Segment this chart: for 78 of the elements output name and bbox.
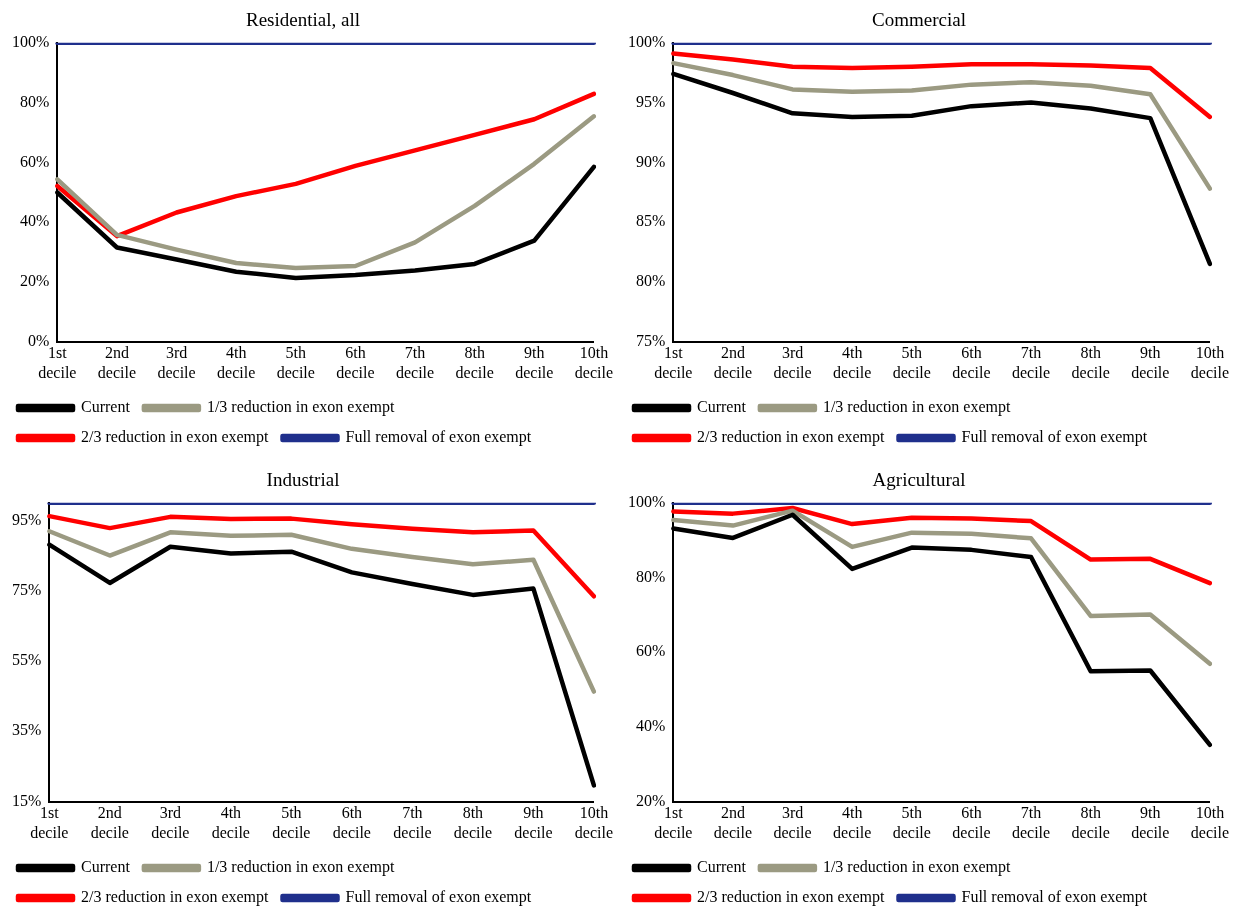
legend-label: 1/3 reduction in exon exempt	[206, 398, 395, 417]
x-tick-label: 3rd decile	[773, 344, 812, 381]
x-tick-label: 4th decile	[211, 804, 250, 841]
legend-label: Full removal of exon exempt	[345, 888, 532, 907]
x-tick-label: 7th decile	[393, 804, 432, 841]
x-tick-label: 9th decile	[515, 344, 554, 381]
y-tick-label: 100%	[628, 493, 666, 510]
x-tick-label: 9th decile	[1131, 804, 1170, 841]
y-tick-label: 55%	[12, 651, 42, 669]
x-tick-label: 4th decile	[833, 804, 872, 841]
x-tick-label: 5th decile	[892, 344, 931, 381]
y-tick-label: 100%	[12, 33, 50, 50]
x-tick-label: 10th decile	[574, 344, 613, 381]
x-tick-label: 6th decile	[336, 344, 375, 381]
x-tick-label: 6th decile	[332, 804, 371, 841]
y-tick-label: 80%	[636, 272, 666, 290]
legend-label: Current	[81, 398, 131, 416]
y-tick-label: 60%	[20, 152, 50, 170]
y-tick-label: 20%	[636, 791, 666, 809]
x-tick-label: 10th decile	[574, 804, 613, 841]
x-tick-label: 7th decile	[1011, 804, 1051, 841]
x-tick-label: 8th decile	[1071, 344, 1110, 381]
y-tick-label: 40%	[20, 212, 50, 230]
x-tick-label: 6th decile	[952, 804, 991, 841]
chart-title: Agricultural	[872, 469, 966, 491]
legend-label: 2/3 reduction in exon exempt	[81, 428, 270, 447]
x-tick-label: 9th decile	[514, 804, 553, 841]
legend-label: 2/3 reduction in exon exempt	[697, 888, 886, 907]
y-tick-label: 75%	[636, 331, 666, 349]
y-tick-label: 100%	[628, 33, 666, 50]
legend-label: 1/3 reduction in exon exempt	[822, 858, 1011, 877]
x-tick-label: 2nd decile	[97, 344, 137, 381]
x-tick-label: 5th decile	[276, 344, 315, 381]
x-tick-label: 10th decile	[1190, 344, 1229, 381]
chart-title: Residential, all	[246, 9, 360, 31]
legend-label: Full removal of exon exempt	[961, 428, 1148, 447]
y-tick-label: 35%	[12, 721, 42, 739]
y-tick-label: 95%	[636, 92, 666, 110]
legend-label: Full removal of exon exempt	[961, 888, 1148, 907]
chart-title: Industrial	[266, 469, 340, 491]
y-tick-label: 15%	[12, 791, 42, 809]
chart-title: Commercial	[872, 9, 966, 31]
x-tick-label: 5th decile	[272, 804, 311, 841]
legend-label: Current	[697, 398, 747, 416]
y-tick-label: 60%	[636, 642, 666, 660]
legend-label: 2/3 reduction in exon exempt	[81, 888, 270, 907]
y-tick-label: 80%	[20, 92, 50, 110]
legend-label: Full removal of exon exempt	[345, 428, 532, 447]
x-tick-label: 2nd decile	[90, 804, 129, 841]
legend-label: Current	[697, 858, 747, 876]
x-tick-label: 7th decile	[395, 344, 435, 381]
x-tick-label: 9th decile	[1131, 344, 1170, 381]
y-tick-label: 40%	[636, 717, 666, 735]
x-tick-label: 8th decile	[1071, 804, 1110, 841]
x-tick-label: 3rd decile	[157, 344, 196, 381]
y-tick-label: 75%	[12, 580, 42, 598]
y-tick-label: 95%	[12, 510, 42, 528]
y-tick-label: 20%	[20, 272, 50, 290]
x-tick-label: 4th decile	[833, 344, 872, 381]
legend-label: Current	[81, 858, 131, 876]
x-tick-label: 6th decile	[952, 344, 991, 381]
y-tick-label: 0%	[28, 331, 50, 349]
y-tick-label: 90%	[636, 152, 666, 170]
x-tick-label: 2nd decile	[713, 344, 753, 381]
x-tick-label: 4th decile	[217, 344, 256, 381]
legend-label: 1/3 reduction in exon exempt	[822, 398, 1011, 417]
legend-label: 2/3 reduction in exon exempt	[697, 428, 886, 447]
y-tick-label: 80%	[636, 567, 666, 585]
legend-label: 1/3 reduction in exon exempt	[206, 858, 395, 877]
x-tick-label: 7th decile	[1011, 344, 1051, 381]
x-tick-label: 8th decile	[453, 804, 492, 841]
x-tick-label: 2nd decile	[713, 804, 753, 841]
x-tick-label: 10th decile	[1190, 804, 1229, 841]
x-tick-label: 3rd decile	[773, 804, 812, 841]
x-tick-label: 5th decile	[892, 804, 931, 841]
x-tick-label: 3rd decile	[151, 804, 190, 841]
y-tick-label: 85%	[636, 212, 666, 230]
x-tick-label: 8th decile	[455, 344, 494, 381]
